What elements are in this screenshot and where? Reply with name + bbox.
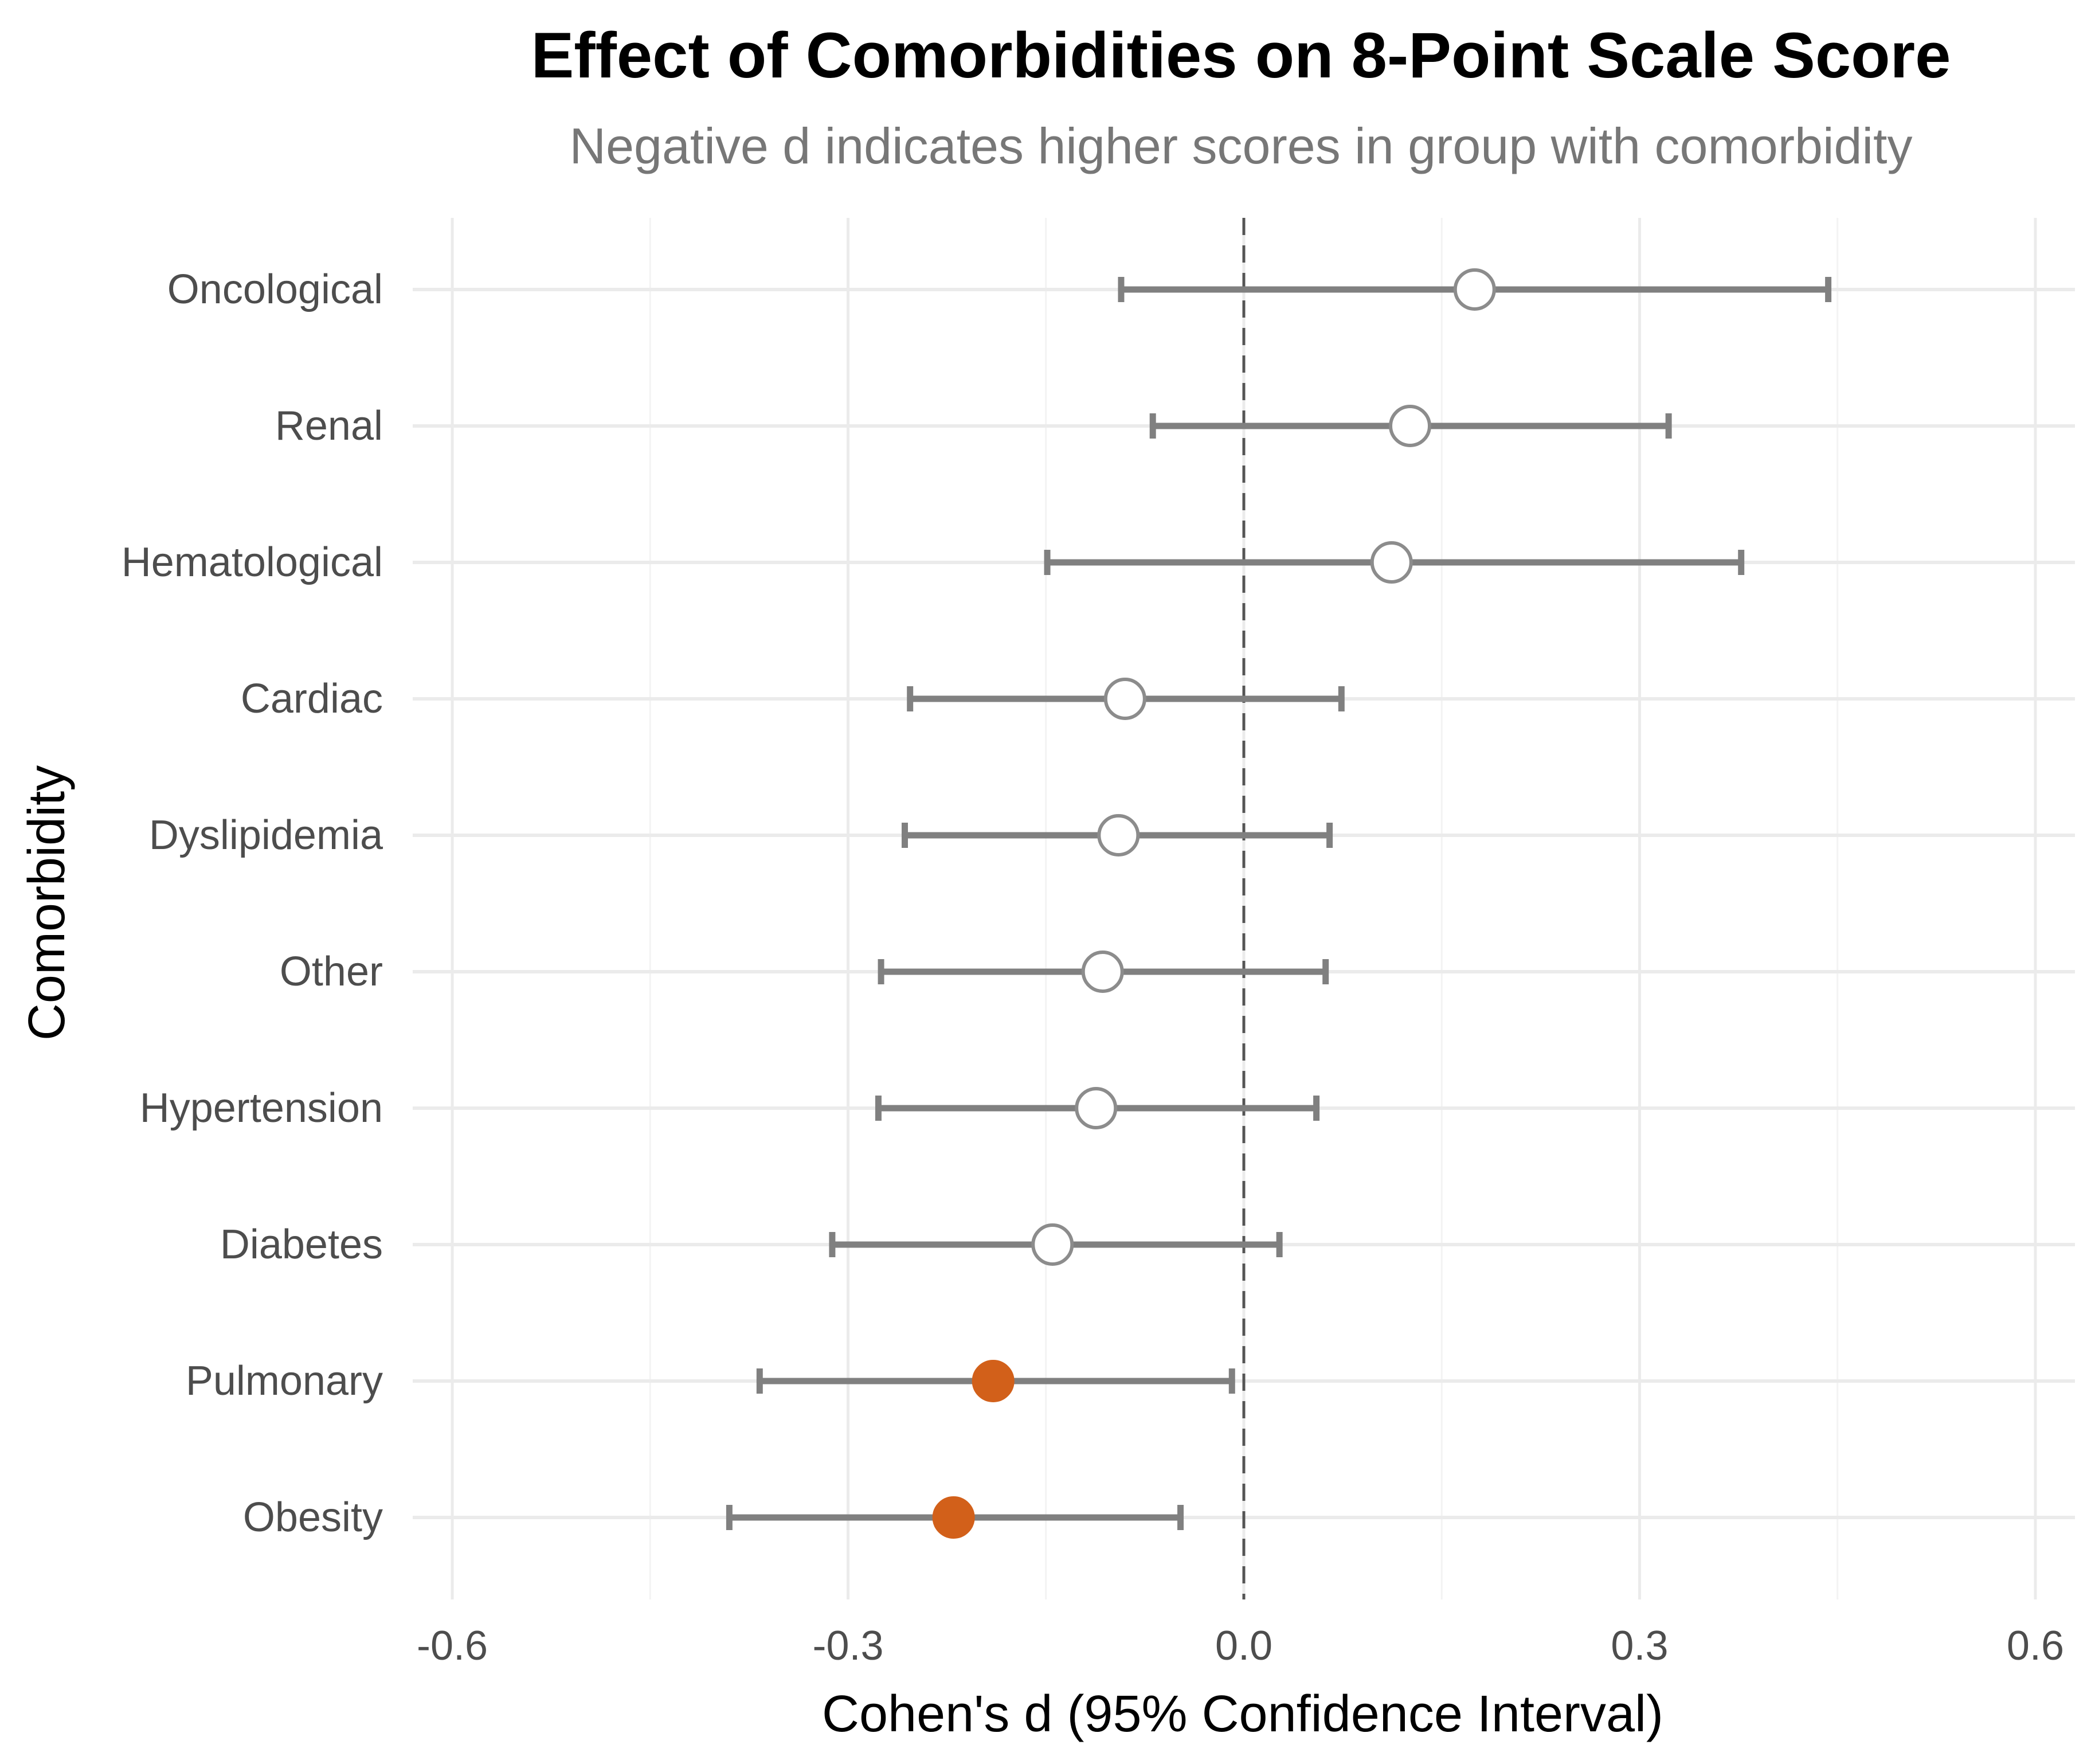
point-estimate-diabetes <box>1031 1223 1074 1266</box>
y-tick-label: Cardiac <box>241 676 383 722</box>
point-estimate-dyslipidemia <box>1097 814 1140 856</box>
point-estimate-other <box>1081 951 1124 993</box>
y-tick-label: Other <box>280 949 383 995</box>
y-tick-label: Hypertension <box>140 1085 383 1131</box>
y-tick-label: Diabetes <box>220 1222 383 1268</box>
x-tick-label: 0.0 <box>1215 1623 1272 1669</box>
y-tick-label: Obesity <box>243 1495 383 1540</box>
point-estimate-obesity <box>932 1496 975 1539</box>
y-tick-label: Pulmonary <box>186 1358 383 1404</box>
y-tick-label: Renal <box>275 403 383 449</box>
y-tick-labels: Oncological Renal Hematological Cardiac Dysl… <box>122 267 383 1540</box>
x-tick-labels: -0.6 -0.3 0.0 0.3 0.6 <box>417 1623 2064 1669</box>
x-tick-label: -0.3 <box>812 1623 883 1669</box>
chart-title: Effect of Comorbidities on 8-Point Scale… <box>531 19 1951 91</box>
y-tick-label: Oncological <box>167 267 383 312</box>
point-estimate-oncological <box>1453 268 1496 311</box>
x-tick-label: -0.6 <box>417 1623 488 1669</box>
point-estimate-pulmonary <box>972 1360 1015 1402</box>
point-estimate-hypertension <box>1075 1087 1118 1129</box>
chart-subtitle: Negative d indicates higher scores in gr… <box>570 118 1913 174</box>
point-estimate-renal <box>1389 405 1431 447</box>
marks-layer <box>726 268 1832 1539</box>
y-axis-title: Comorbidity <box>18 765 76 1041</box>
x-axis-title: Cohen's d (95% Confidence Interval) <box>822 1685 1663 1743</box>
x-tick-label: 0.3 <box>1611 1623 1668 1669</box>
y-tick-label: Dyslipidemia <box>149 812 383 858</box>
y-tick-label: Hematological <box>122 539 383 585</box>
point-estimate-hematological <box>1370 541 1413 584</box>
x-tick-label: 0.6 <box>2007 1623 2064 1669</box>
point-estimate-cardiac <box>1103 678 1146 720</box>
